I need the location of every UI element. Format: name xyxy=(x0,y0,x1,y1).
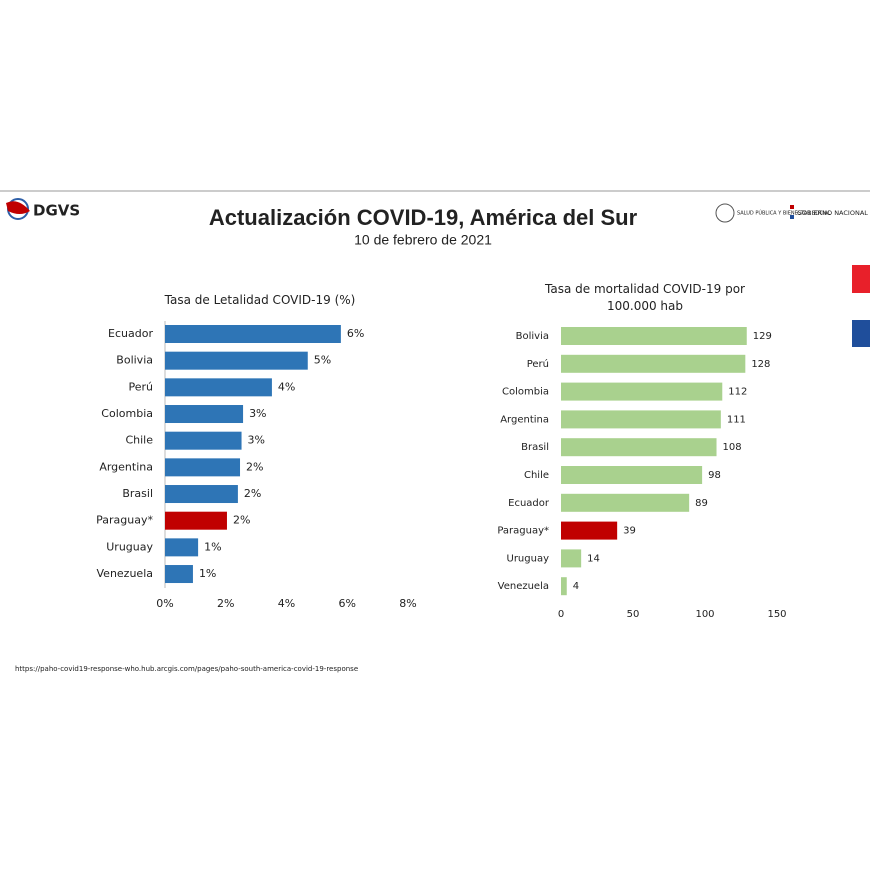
value-label: 1% xyxy=(204,540,221,553)
category-label: Perú xyxy=(527,358,549,370)
value-label: 6% xyxy=(347,327,364,340)
value-label: 2% xyxy=(246,460,263,473)
x-tick-label: 50 xyxy=(627,609,640,620)
logo-swoosh xyxy=(6,201,30,214)
category-label: Argentina xyxy=(99,460,153,473)
value-label: 4 xyxy=(573,581,579,592)
x-tick-label: 8% xyxy=(399,597,416,610)
value-label: 129 xyxy=(753,331,772,342)
value-label: 108 xyxy=(723,442,742,453)
value-label: 98 xyxy=(708,470,721,481)
government-text: GOBIERNO NACIONAL xyxy=(797,209,868,217)
value-label: 112 xyxy=(728,387,747,398)
bar xyxy=(561,327,747,345)
bar xyxy=(165,458,241,477)
slide-title: Actualización COVID-19, América del Sur xyxy=(209,205,638,230)
bar xyxy=(165,378,272,397)
category-label: Venezuela xyxy=(97,567,154,580)
x-tick-label: 2% xyxy=(217,597,234,610)
bar xyxy=(165,405,244,424)
category-label: Uruguay xyxy=(507,553,550,564)
category-label: Uruguay xyxy=(106,540,153,553)
logo-text: DGVS xyxy=(33,202,80,220)
category-label: Chile xyxy=(524,470,549,481)
value-label: 39 xyxy=(623,526,636,537)
value-label: 111 xyxy=(727,414,746,425)
value-label: 3% xyxy=(249,407,266,420)
x-tick-label: 0 xyxy=(558,609,564,620)
bar xyxy=(561,577,567,596)
bar xyxy=(165,538,199,557)
value-label: 4% xyxy=(278,380,295,393)
bar xyxy=(165,351,308,370)
bar xyxy=(165,565,193,584)
value-label: 2% xyxy=(233,514,250,527)
category-label: Chile xyxy=(125,434,153,447)
category-label: Venezuela xyxy=(498,581,549,592)
bar xyxy=(561,521,618,540)
category-label: Argentina xyxy=(500,414,549,425)
ministry-text: SALUD PÚBLICA Y BIENESTAR SOCIAL xyxy=(737,210,831,217)
side-tab-red xyxy=(852,265,870,293)
bar xyxy=(165,511,227,530)
value-label: 5% xyxy=(314,354,331,367)
x-tick-label: 150 xyxy=(767,609,786,620)
category-label: Brasil xyxy=(122,487,153,500)
flag-red xyxy=(790,205,794,209)
x-tick-label: 4% xyxy=(278,597,295,610)
chart-title: Tasa de mortalidad COVID-19 por 100.000 … xyxy=(545,282,745,313)
bar xyxy=(561,466,703,484)
category-label: Ecuador xyxy=(508,498,550,509)
flag-blue xyxy=(790,215,794,219)
value-label: 3% xyxy=(248,434,265,447)
chart-title: Tasa de Letalidad COVID-19 (%) xyxy=(164,293,356,307)
bar xyxy=(561,410,721,429)
value-label: 128 xyxy=(751,359,770,370)
bar xyxy=(561,354,746,373)
bar xyxy=(561,438,717,457)
category-label: Ecuador xyxy=(108,327,153,340)
category-label: Colombia xyxy=(502,387,549,398)
category-label: Paraguay* xyxy=(497,526,549,537)
bar xyxy=(165,485,238,504)
value-label: 1% xyxy=(199,567,216,580)
value-label: 14 xyxy=(587,553,600,564)
bar xyxy=(165,431,242,450)
slide-subtitle: 10 de febrero de 2021 xyxy=(354,232,492,248)
bar xyxy=(561,549,582,568)
seal xyxy=(715,203,735,223)
bar xyxy=(561,382,723,401)
side-tab-blue xyxy=(852,320,870,347)
value-label: 2% xyxy=(244,487,261,500)
x-tick-label: 6% xyxy=(339,597,356,610)
x-tick-label: 0% xyxy=(156,597,173,610)
bar xyxy=(165,325,341,343)
category-label: Bolivia xyxy=(116,354,153,367)
value-label: 89 xyxy=(695,498,708,509)
category-label: Colombia xyxy=(101,407,153,420)
category-label: Paraguay* xyxy=(96,514,153,527)
category-label: Bolivia xyxy=(516,331,549,342)
category-label: Perú xyxy=(128,380,153,393)
x-tick-label: 100 xyxy=(695,609,714,620)
source-url: https://paho-covid19-response-who.hub.ar… xyxy=(15,665,358,673)
bar xyxy=(561,493,690,512)
category-label: Brasil xyxy=(521,442,549,453)
